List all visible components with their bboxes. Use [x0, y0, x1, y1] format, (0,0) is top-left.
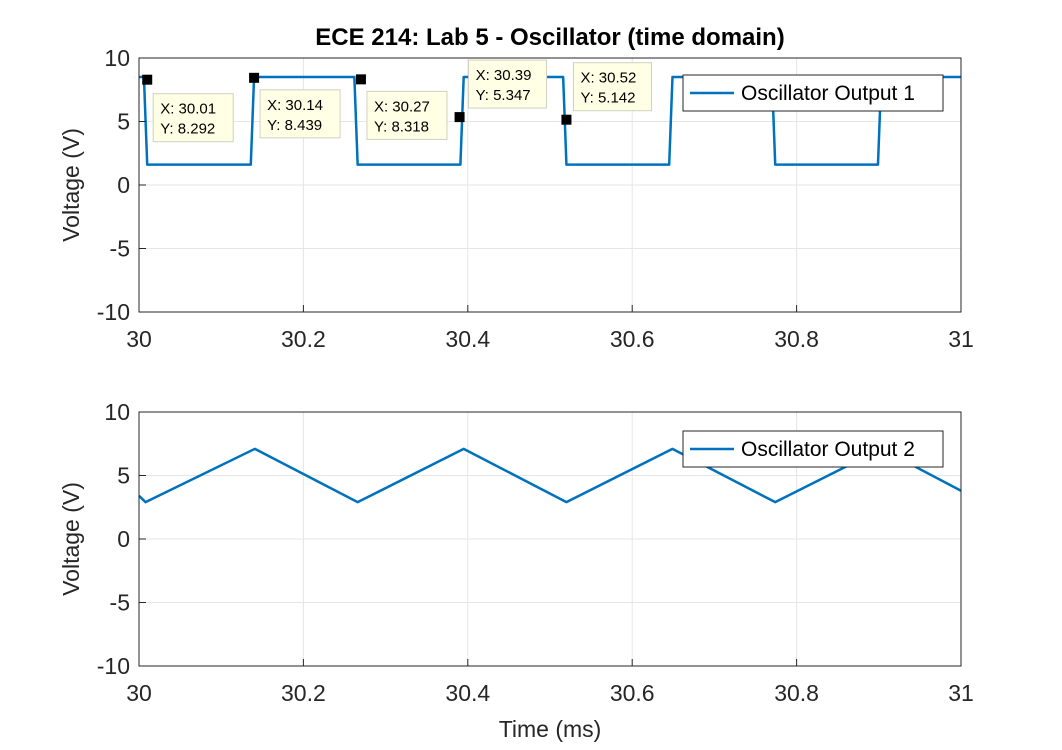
datatip-x-label: X: 30.01: [160, 101, 216, 118]
top-axes: X: 30.01 Y: 8.292 X: 30.14 Y: 8.439 X: 30.27…: [58, 45, 974, 352]
top-tick-labels: 30 30.2 30.4 30.6 30.8 31 -10 -5 0 5 10: [97, 45, 974, 352]
bottom-y-tick-label: 10: [104, 399, 130, 425]
top-legend-label: Oscillator Output 1: [741, 82, 915, 105]
top-x-tick-label: 30.8: [774, 326, 819, 352]
datatip-x-label: X: 30.39: [476, 67, 532, 84]
bottom-tick-labels: 30 30.2 30.4 30.6 30.8 31 -10 -5 0 5 10: [97, 399, 974, 706]
bottom-x-tick-label: 30.4: [445, 680, 490, 706]
datatip-marker[interactable]: [355, 74, 366, 85]
datatip-y-label: Y: 8.292: [160, 121, 215, 138]
datatip-box: [152, 93, 234, 143]
datatip-marker[interactable]: [561, 114, 572, 125]
bottom-y-axis-label: Voltage (V): [58, 482, 84, 596]
datatip-marker[interactable]: [249, 72, 260, 83]
top-y-tick-label: 5: [117, 109, 130, 135]
top-y-tick-label: 0: [117, 172, 130, 198]
bottom-y-tick-label: -5: [110, 590, 130, 616]
datatip-box: [468, 59, 548, 109]
datatip[interactable]: X: 30.14 Y: 8.439: [249, 72, 341, 139]
datatip-x-label: X: 30.14: [267, 97, 323, 114]
top-x-tick-label: 30.2: [281, 326, 326, 352]
datatip-box: [572, 62, 652, 112]
bottom-x-tick-label: 31: [948, 680, 974, 706]
top-y-tick-label: -5: [110, 236, 130, 262]
datatip-box: [366, 90, 448, 140]
top-x-tick-label: 30.6: [610, 326, 655, 352]
figure-title: ECE 214: Lab 5 - Oscillator (time domain…: [315, 24, 784, 51]
bottom-axes: 30 30.2 30.4 30.6 30.8 31 -10 -5 0 5 10 Voltage (V…: [58, 399, 974, 742]
bottom-legend-box: [682, 430, 944, 468]
datatip-marker[interactable]: [142, 74, 153, 85]
datatip-marker[interactable]: [454, 112, 465, 123]
datatip-y-label: Y: 5.347: [476, 87, 531, 104]
bottom-y-tick-label: -10: [97, 653, 130, 679]
bottom-series-line: [138, 447, 962, 504]
bottom-x-tick-label: 30.6: [610, 680, 655, 706]
bottom-y-tick-label: 5: [117, 463, 130, 489]
bottom-x-tick-label: 30: [126, 680, 152, 706]
bottom-plot-lines: [138, 447, 962, 504]
datatip-y-label: Y: 8.439: [267, 117, 322, 134]
datatip-box: [259, 89, 341, 139]
datatip-x-label: X: 30.27: [374, 98, 430, 115]
bottom-x-axis-label: Time (ms): [499, 716, 602, 742]
datatip[interactable]: X: 30.39 Y: 5.347: [454, 59, 548, 123]
bottom-y-tick-label: 0: [117, 526, 130, 552]
top-datatips: X: 30.01 Y: 8.292 X: 30.14 Y: 8.439 X: 30.27…: [142, 59, 652, 143]
datatip-y-label: Y: 8.318: [374, 118, 429, 135]
top-legend-box: [682, 74, 944, 112]
top-legend[interactable]: Oscillator Output 1: [682, 74, 944, 112]
top-y-axis-label: Voltage (V): [58, 128, 84, 242]
top-x-tick-label: 31: [948, 326, 974, 352]
datatip[interactable]: X: 30.27 Y: 8.318: [355, 74, 448, 140]
bottom-legend[interactable]: Oscillator Output 2: [682, 430, 944, 468]
bottom-x-tick-label: 30.2: [281, 680, 326, 706]
datatip[interactable]: X: 30.01 Y: 8.292: [142, 74, 234, 143]
bottom-legend-label: Oscillator Output 2: [741, 438, 915, 461]
datatip-x-label: X: 30.52: [580, 70, 636, 87]
top-y-tick-label: -10: [97, 299, 130, 325]
bottom-x-tick-label: 30.8: [774, 680, 819, 706]
datatip-y-label: Y: 5.142: [580, 90, 635, 107]
top-y-tick-label: 10: [104, 45, 130, 71]
top-x-tick-label: 30: [126, 326, 152, 352]
datatip[interactable]: X: 30.52 Y: 5.142: [561, 62, 652, 125]
top-x-tick-label: 30.4: [445, 326, 490, 352]
